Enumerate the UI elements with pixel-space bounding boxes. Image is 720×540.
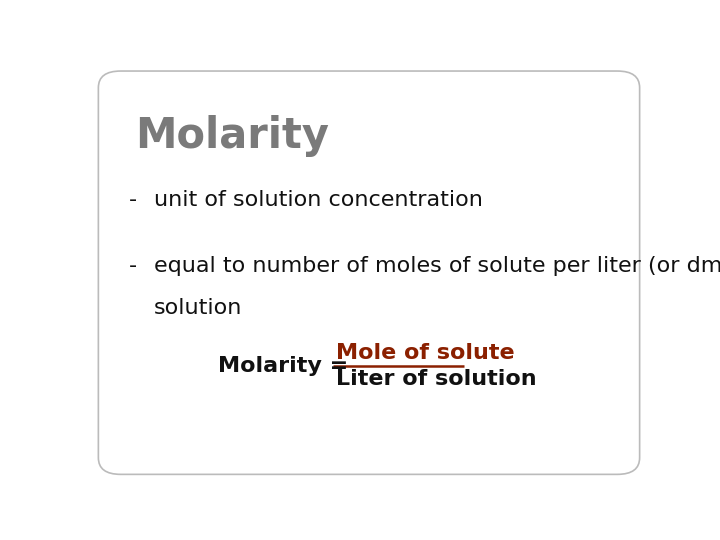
Text: unit of solution concentration: unit of solution concentration: [154, 190, 483, 210]
Text: Molarity: Molarity: [135, 114, 328, 157]
Text: -: -: [129, 256, 138, 276]
Text: Molarity =: Molarity =: [218, 356, 348, 376]
Text: equal to number of moles of solute per liter (or dm³) of: equal to number of moles of solute per l…: [154, 256, 720, 276]
Text: Mole of solute: Mole of solute: [336, 343, 514, 363]
FancyBboxPatch shape: [99, 71, 639, 474]
Text: Liter of solution: Liter of solution: [336, 369, 536, 389]
Text: solution: solution: [154, 298, 243, 318]
Text: -: -: [129, 190, 138, 210]
